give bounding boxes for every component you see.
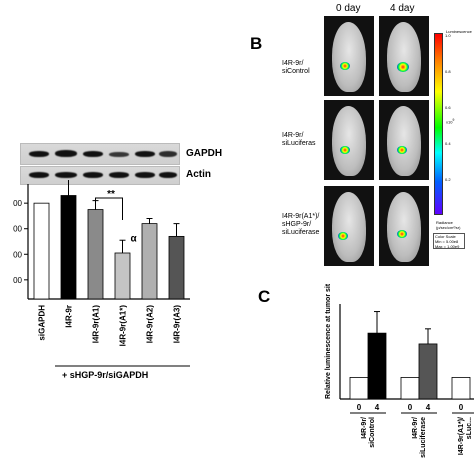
- group-label-0: I4R-9r/: [361, 417, 368, 439]
- x-tick-label: 0: [459, 403, 464, 412]
- colorbar-tick-1: 1.0: [445, 33, 451, 38]
- mouse-image-A1star-day4: [379, 186, 429, 266]
- annotation-significance: **: [107, 189, 115, 200]
- mouse-image-siLuciferas-day0: [324, 100, 374, 180]
- colorbar-tick-5: 0.2: [445, 177, 451, 182]
- colorbar-tick-4: 0.4: [445, 141, 451, 146]
- colorbar-gradient: [434, 33, 443, 215]
- x-tick-label: 4: [375, 403, 380, 412]
- bar-1: [367, 332, 387, 400]
- color-scale-box: Color Scale Min = 5.00e8 Max = 1.00e9: [433, 233, 465, 249]
- blot-gapdh: [20, 143, 180, 165]
- significance-bracket: [95, 197, 123, 221]
- x-label-I4R-9r(A1*): I4R-9r(A1*): [119, 305, 128, 347]
- chart-gapdh-knockdown: 00 00 00 00 siGAPDH I4R-9r I4R-9r(A1) I4R-9r(A1…: [13, 180, 190, 367]
- y-tick-label: 00: [13, 199, 22, 208]
- day-label-4: 4 day: [390, 3, 415, 14]
- x-label-I4R-9r(A3): I4R-9r(A3): [173, 305, 182, 344]
- x-label-I4R-9r: I4R-9r: [65, 305, 74, 328]
- bar-I4R-9r(A1): [87, 209, 104, 300]
- mouse-image-siControl-day4: [379, 16, 429, 96]
- colorbar-unit: Radiance (p/sec/cm²/sr): [436, 220, 461, 230]
- x-label-I4R-9r(A2): I4R-9r(A2): [146, 305, 155, 344]
- x-label-I4R-9r(A1): I4R-9r(A1): [92, 305, 101, 344]
- bar-siGAPDH: [33, 202, 50, 300]
- day-label-0: 0 day: [336, 3, 361, 14]
- y-tick-label: 00: [13, 225, 22, 234]
- mouse-image-siControl-day0: [324, 16, 374, 96]
- x-tick-label: 4: [426, 403, 431, 412]
- colorbar-title: Luminescence: [446, 29, 472, 34]
- bar-4: [451, 377, 471, 400]
- group-label-shgp: + sHGP-9r/siGAPDH: [62, 370, 149, 380]
- row-label-1: I4R-9r/siControl: [282, 60, 310, 75]
- panel-letter-b: B: [250, 34, 263, 53]
- y-tick-label: 00: [13, 276, 22, 285]
- colorbar-tick-2: 0.8: [445, 69, 451, 74]
- chart-relative-luminescence: Relative luminescence at tumor site 0 4 0 4 0…: [325, 284, 474, 458]
- bar-3: [418, 343, 438, 400]
- blot-actin: [20, 166, 180, 185]
- x-label-siGAPDH: siGAPDH: [38, 305, 47, 341]
- group-label-1: siLuciferase: [420, 417, 427, 458]
- annotation-alpha: α: [131, 234, 138, 245]
- group-label-2: I4R-9r(A1*)/: [458, 417, 465, 455]
- row-label-3: I4R-9r(A1*)/sHGP-9r/siLuciferase: [282, 213, 320, 236]
- bar-2: [400, 377, 420, 400]
- bar-I4R-9r(A3): [168, 235, 185, 300]
- row-label-2: I4R-9r/siLuciferas: [282, 132, 316, 147]
- panel-letter-c: C: [258, 287, 271, 306]
- bar-I4R-9r(A2): [141, 223, 158, 300]
- bar-I4R-9r(A1*): [114, 252, 131, 300]
- x-tick-label: 0: [408, 403, 413, 412]
- mouse-image-siLuciferas-day4: [379, 100, 429, 180]
- group-label-1: I4R-9r/: [412, 417, 419, 439]
- y-tick-label: 00: [13, 250, 22, 259]
- y-axis-label: Relative luminescence at tumor site: [325, 284, 332, 399]
- mouse-image-A1star-day0: [324, 186, 374, 266]
- blot-label-actin: Actin: [186, 169, 211, 180]
- x-tick-label: 0: [357, 403, 362, 412]
- bar-0: [349, 377, 369, 400]
- group-label-2: sLuc...: [466, 417, 473, 439]
- colorbar-exponent: x109: [446, 118, 455, 125]
- blot-label-gapdh: GAPDH: [186, 148, 223, 159]
- colorbar-tick-3: 0.6: [445, 105, 451, 110]
- bar-I4R-9r: [60, 195, 77, 300]
- group-label-0: siControl: [369, 417, 376, 448]
